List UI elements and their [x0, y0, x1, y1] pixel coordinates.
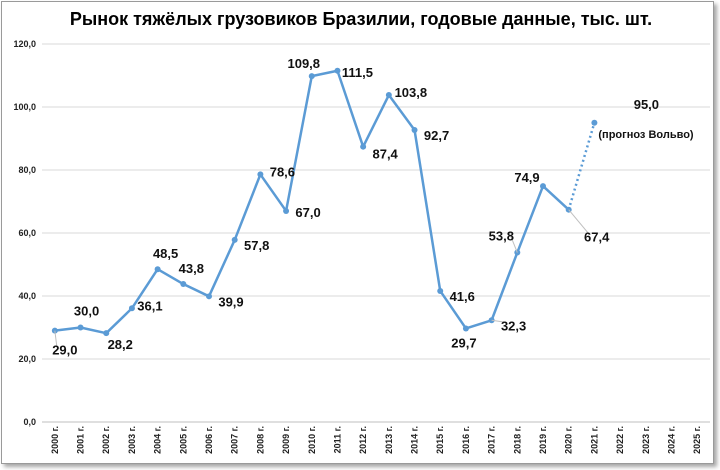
- data-point: [360, 143, 367, 150]
- x-tick-label: 2025 г.: [692, 426, 702, 454]
- forecast-line: [567, 122, 596, 211]
- data-label: 67,4: [584, 230, 610, 245]
- data-label: 53,8: [489, 229, 514, 244]
- data-point: [206, 293, 212, 300]
- data-point: [462, 325, 469, 332]
- data-label: 109,8: [287, 56, 320, 71]
- gridlines: [42, 43, 710, 423]
- data-label: 92,7: [424, 128, 449, 143]
- data-label: 95,0: [634, 97, 659, 112]
- data-point: [591, 119, 598, 126]
- data-label: 103,8: [395, 85, 428, 100]
- x-tick-label: 2000 г.: [50, 426, 60, 454]
- x-tick-label: 2004 г.: [153, 426, 163, 454]
- data-point: [103, 330, 110, 337]
- data-point: [180, 281, 187, 288]
- x-tick-label: 2007 г.: [230, 426, 240, 454]
- x-tick-label: 2006 г.: [204, 426, 214, 454]
- data-point: [411, 126, 418, 133]
- x-tick-label: 2016 г.: [461, 426, 471, 454]
- x-tick-label: 2010 г.: [307, 426, 317, 454]
- chart-title: Рынок тяжёлых грузовиков Бразилии, годов…: [70, 9, 652, 29]
- x-tick-label: 2020 г.: [564, 426, 574, 454]
- data-point: [334, 67, 341, 74]
- x-tick-label: 2003 г.: [127, 426, 137, 454]
- label-leader: [568, 209, 590, 235]
- x-tick-label: 2014 г.: [410, 426, 420, 454]
- y-tick-label: 20,0: [18, 354, 36, 364]
- y-tick-label: 40,0: [18, 291, 36, 301]
- x-tick-label: 2015 г.: [435, 426, 445, 454]
- data-label: 29,7: [451, 335, 476, 350]
- data-labels: 29,0 30,0 28,2 36,1 48,543,8 39,9 57,8 78,6 67,0…: [52, 56, 659, 358]
- data-label: 39,9: [218, 294, 243, 309]
- data-label: 48,5: [153, 246, 178, 261]
- x-tick-label: 2013 г.: [384, 426, 394, 454]
- data-point: [540, 183, 546, 190]
- x-tick-label: 2024 г.: [666, 426, 676, 454]
- data-label: 32,3: [501, 318, 526, 333]
- x-tick-label: 2005 г.: [178, 426, 188, 454]
- data-point: [308, 73, 315, 80]
- x-tick-label: 2002 г.: [101, 426, 111, 454]
- y-tick-label: 120,0: [13, 39, 36, 49]
- data-point: [231, 236, 238, 243]
- data-label: 57,8: [244, 238, 269, 253]
- data-label: 87,4: [372, 147, 398, 162]
- data-point: [154, 266, 161, 273]
- data-label: 111,5: [342, 65, 373, 80]
- data-point: [128, 305, 135, 312]
- y-tick-label: 0,0: [23, 417, 36, 427]
- label-leader: [491, 319, 506, 323]
- y-tick-label: 80,0: [18, 165, 36, 175]
- data-label: 43,8: [179, 261, 204, 276]
- data-point: [257, 171, 264, 178]
- data-label: 36,1: [137, 298, 162, 313]
- data-point: [437, 287, 444, 294]
- x-tick-label: 2021 г.: [589, 426, 599, 454]
- data-label: 67,0: [295, 205, 320, 220]
- data-series: [51, 67, 598, 337]
- data-point: [77, 324, 84, 331]
- x-tick-label: 2011 г.: [332, 426, 342, 453]
- series-line: [54, 69, 570, 335]
- data-label: 29,0: [52, 343, 77, 358]
- label-leader: [508, 232, 518, 253]
- data-point: [385, 92, 392, 99]
- data-label: 30,0: [74, 304, 99, 319]
- x-tick-label: 2009 г.: [281, 426, 291, 454]
- x-tick-label: 2001 г.: [76, 426, 86, 454]
- y-tick-label: 100,0: [13, 102, 36, 112]
- x-tick-label: 2022 г.: [615, 426, 625, 454]
- data-label: 41,6: [450, 289, 475, 304]
- x-tick-label: 2012 г.: [358, 426, 368, 454]
- y-tick-label: 60,0: [18, 228, 36, 238]
- y-axis: 0,0 20,0 40,0 60,0 80,0 100,0 120,0: [13, 39, 36, 427]
- data-label: 74,9: [514, 170, 539, 185]
- x-tick-label: 2023 г.: [641, 426, 651, 454]
- label-leader: [54, 330, 58, 347]
- x-tick-label: 2017 г.: [487, 426, 497, 454]
- x-tick-label: 2019 г.: [538, 426, 548, 454]
- data-point: [283, 207, 290, 214]
- x-tick-label: 2008 г.: [255, 426, 265, 454]
- forecast-note: (прогноз Вольво): [598, 129, 694, 141]
- x-axis: 2000 г. 2001 г. 2002 г. 2003 г. 2004 г. 2005 …: [50, 426, 702, 454]
- x-tick-label: 2018 г.: [512, 426, 522, 454]
- data-label: 28,2: [108, 337, 133, 352]
- data-label: 78,6: [270, 164, 295, 179]
